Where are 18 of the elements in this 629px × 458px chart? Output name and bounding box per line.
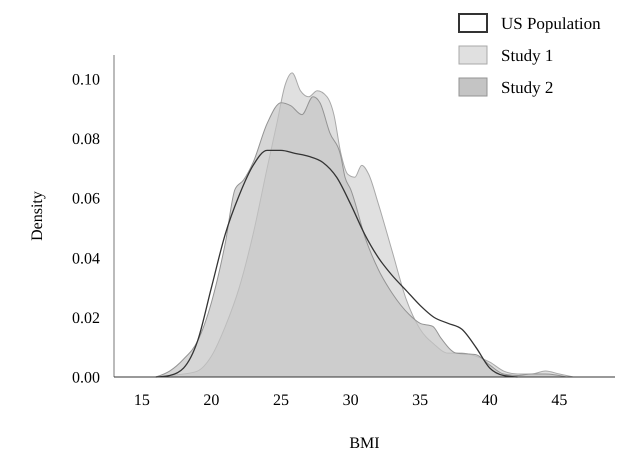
x-tick-label: 40 [482, 392, 498, 409]
y-tick-label: 0.06 [72, 190, 100, 208]
x-tick-label: 45 [551, 392, 568, 409]
y-tick-label: 0.02 [72, 310, 100, 327]
x-tick-label: 15 [134, 392, 150, 409]
y-tick-label: 0.04 [72, 250, 100, 268]
y-tick-label: 0.08 [72, 131, 100, 148]
legend-label: US Population [501, 14, 602, 33]
y-tick-label: 0.10 [72, 71, 100, 88]
y-tick-label: 0.00 [72, 370, 100, 387]
legend-label: Study 2 [501, 78, 554, 97]
x-tick-label: 20 [203, 392, 220, 409]
x-tick-label: 30 [342, 392, 359, 409]
x-tick-label: 35 [412, 392, 428, 409]
x-axis-title: BMI [349, 435, 380, 452]
y-axis-title: Density [29, 191, 46, 241]
x-tick-label: 25 [273, 392, 289, 409]
legend-label: Study 1 [501, 46, 554, 65]
